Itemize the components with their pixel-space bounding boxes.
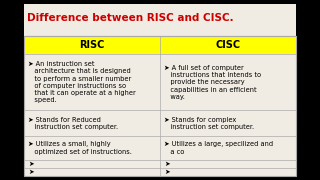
Text: ➤ Stands for Reduced
   Instruction set computer.: ➤ Stands for Reduced Instruction set com…: [28, 117, 118, 130]
Text: Difference between RISC and CISC.: Difference between RISC and CISC.: [27, 13, 234, 23]
Text: ➤: ➤: [28, 161, 33, 167]
Text: ➤ A full set of computer
   instructions that intends to
   provide the necessar: ➤ A full set of computer instructions th…: [164, 65, 261, 100]
Text: CISC: CISC: [215, 40, 241, 50]
Text: ➤ Utilizes a small, highly
   optimized set of instructions.: ➤ Utilizes a small, highly optimized set…: [28, 141, 132, 155]
FancyBboxPatch shape: [24, 4, 296, 176]
Text: ➤: ➤: [28, 169, 33, 175]
Text: ➤: ➤: [164, 161, 169, 167]
Text: RISC: RISC: [79, 40, 105, 50]
Text: ➤: ➤: [164, 169, 169, 175]
Text: ➤ An instruction set
   architecture that is designed
   to perform a smaller nu: ➤ An instruction set architecture that i…: [28, 61, 136, 104]
FancyBboxPatch shape: [160, 36, 296, 54]
FancyBboxPatch shape: [24, 36, 160, 54]
Text: ➤ Stands for complex
   instruction set computer.: ➤ Stands for complex instruction set com…: [164, 117, 254, 130]
Text: ➤ Utilizes a large, specilized and
   a co: ➤ Utilizes a large, specilized and a co: [164, 141, 273, 155]
